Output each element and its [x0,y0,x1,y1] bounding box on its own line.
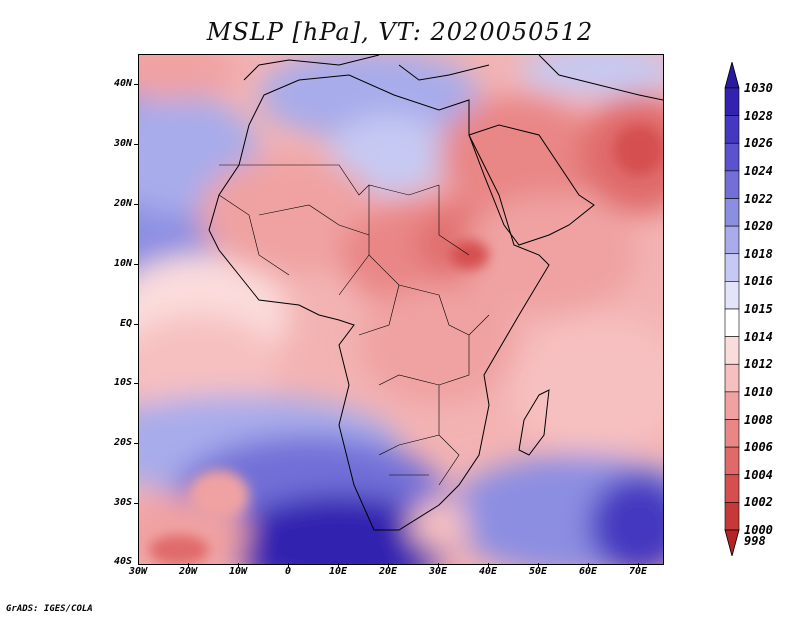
colorbar-swatch [724,336,740,365]
lon-tick [488,563,489,567]
lat-tick [134,264,138,265]
lon-tick [338,563,339,567]
lon-tick [588,563,589,567]
lon-tick [638,563,639,567]
colorbar [722,60,742,560]
colorbar-label: 1010 [744,384,773,399]
lat-tick [134,383,138,384]
lat-label: 40N [113,78,132,89]
lat-label: 20S [113,437,132,448]
lat-tick [134,324,138,325]
colorbar-swatch [724,225,740,255]
colorbar-label: 1000 [744,523,773,537]
lat-tick [134,443,138,444]
colorbar-swatch [724,281,740,310]
lon-tick [238,563,239,567]
lon-label: 60E [578,566,598,577]
colorbar-swatch [724,170,740,199]
colorbar-label: 998 [744,534,766,548]
lon-label: 10W [228,566,248,577]
lon-label: 30E [428,566,448,577]
colorbar-swatch [724,87,740,116]
colorbar-top-arrow [724,60,740,89]
colorbar-swatch [724,142,740,172]
grads-credit: GrADS: IGES/COLA [6,604,93,614]
colorbar-swatch [724,419,740,448]
colorbar-swatch [724,446,740,476]
lon-tick [388,563,389,567]
colorbar-bottom-arrow [724,529,740,558]
colorbar-label: 1022 [744,191,773,206]
lon-label: 30W [128,566,148,577]
lat-tick [134,503,138,504]
lat-tick [134,204,138,205]
colorbar-label: 1014 [744,329,773,344]
colorbar-label: 1006 [744,440,773,455]
colorbar-swatch [724,253,740,282]
country-borders [218,164,490,486]
south-atlantic-high [229,495,449,564]
lon-label: 70E [628,566,648,577]
colorbar-swatch [724,198,740,227]
lat-tick [134,144,138,145]
lat-label: 40S [113,556,132,567]
lat-label: 20N [113,198,132,209]
colorbar-label: 1012 [744,357,773,372]
lon-tick [188,563,189,567]
lon-label: 10E [328,566,348,577]
med-high [259,55,479,140]
colorbar-label: 1002 [744,495,773,510]
colorbar-swatch [724,474,740,503]
colorbar-swatch [724,308,740,337]
lon-tick [438,563,439,567]
madagascar-coastline [518,389,550,456]
lon-tick [538,563,539,567]
colorbar-label: 1008 [744,412,773,427]
colorbar-label: 1004 [744,467,773,482]
lon-label: 40E [478,566,498,577]
lat-label: EQ [119,318,132,329]
lon-label: 0 [284,566,292,577]
colorbar-label: 1018 [744,246,773,261]
colorbar-swatch [724,363,740,393]
lon-label: 20E [378,566,398,577]
colorbar-swatch [724,391,740,420]
lon-label: 20W [178,566,198,577]
colorbar-label: 1015 [744,302,773,316]
colorbar-label: 1016 [744,274,773,289]
page-title: MSLP [hPa], VT: 2020050512 [206,18,594,46]
pressure-field-svg [139,55,663,564]
colorbar-swatch [724,502,740,531]
colorbar-label: 1024 [744,163,773,178]
lat-label: 30S [113,497,132,508]
lon-tick [288,563,289,567]
lat-label: 30N [113,138,132,149]
colorbar-label: 1026 [744,136,773,151]
colorbar-label: 1028 [744,108,773,123]
colorbar-swatch [724,115,740,144]
lat-tick [134,84,138,85]
pressure-map [138,54,664,565]
lat-label: 10N [113,258,132,269]
arabia-coastline [468,124,595,246]
lat-label: 10S [113,377,132,388]
africa-coastline [208,74,550,531]
colorbar-label: 1020 [744,219,773,234]
colorbar-label: 1030 [744,81,773,95]
colorbar-svg [724,60,740,558]
lon-label: 50E [528,566,548,577]
